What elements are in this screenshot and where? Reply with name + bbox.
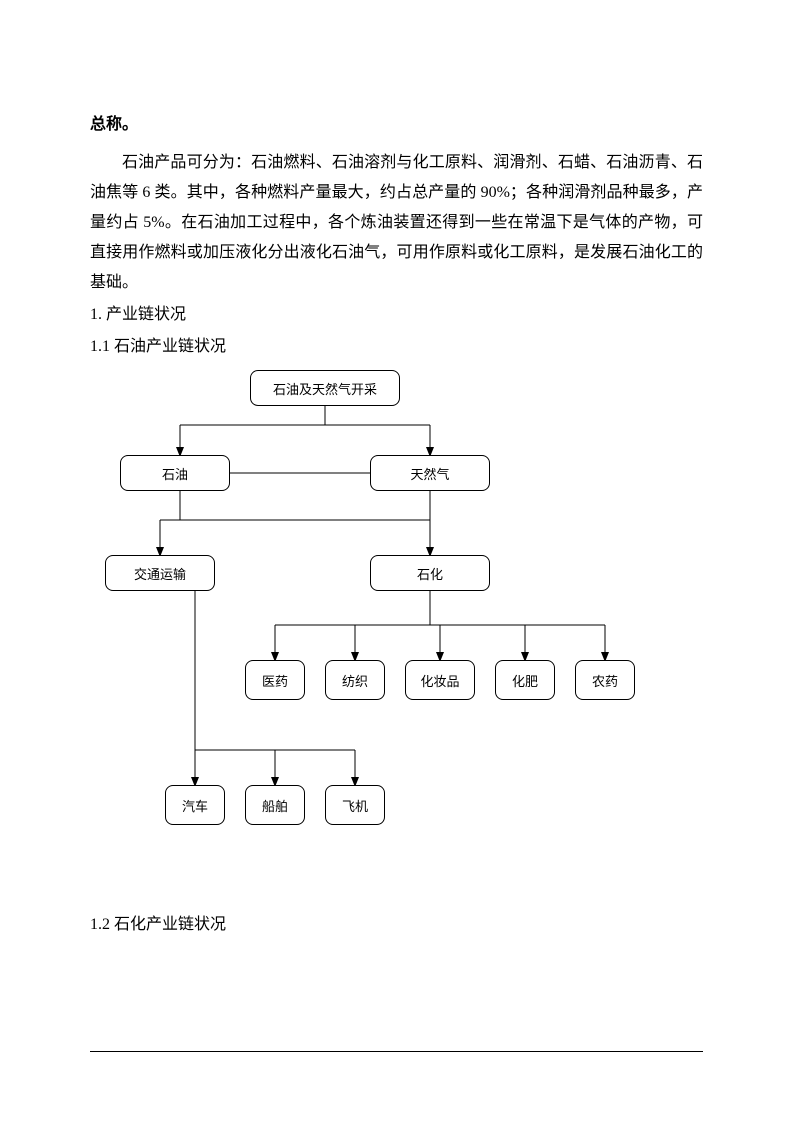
intro-paragraph: 石油产品可分为：石油燃料、石油溶剂与化工原料、润滑剂、石蜡、石油沥青、石油焦等 … [90, 148, 703, 298]
flowchart-node-gas: 天然气 [370, 455, 490, 491]
flowchart-node-petro: 石化 [370, 555, 490, 591]
section-1: 1. 产业链状况 [90, 300, 703, 330]
flowchart-node-trans: 交通运输 [105, 555, 215, 591]
flowchart-node-fert: 化肥 [495, 660, 555, 700]
flowchart-node-cos: 化妆品 [405, 660, 475, 700]
flowchart-node-tex: 纺织 [325, 660, 385, 700]
page: 总称。 石油产品可分为：石油燃料、石油溶剂与化工原料、润滑剂、石蜡、石油沥青、石… [0, 0, 793, 1122]
flowchart-node-oil: 石油 [120, 455, 230, 491]
flowchart-node-ship: 船舶 [245, 785, 305, 825]
petroleum-industry-flowchart: 石油及天然气开采石油 天然气交通运输 石化医药纺织化妆品化肥农药汽车船舶飞机 [90, 370, 703, 870]
flowchart-node-plane: 飞机 [325, 785, 385, 825]
section-1-1: 1.1 石油产业链状况 [90, 332, 703, 362]
flowchart-node-med: 医药 [245, 660, 305, 700]
section-1-2: 1.2 石化产业链状况 [90, 910, 703, 940]
heading-summary: 总称。 [90, 110, 703, 134]
flowchart-node-pest: 农药 [575, 660, 635, 700]
flowchart-node-root: 石油及天然气开采 [250, 370, 400, 406]
footer-rule [90, 1051, 703, 1052]
flowchart-node-car: 汽车 [165, 785, 225, 825]
